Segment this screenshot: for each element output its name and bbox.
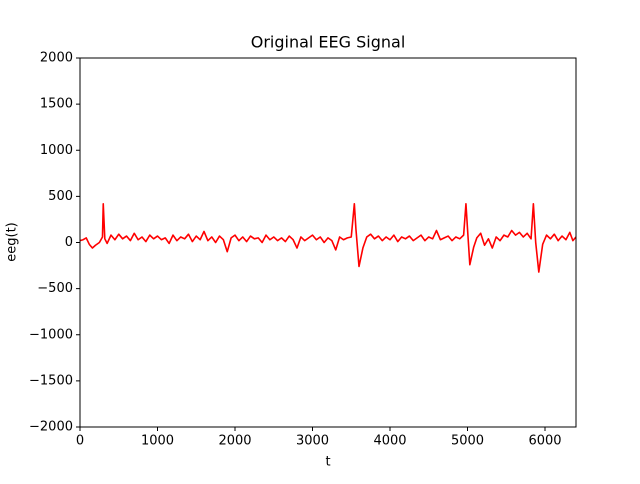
y-tick-label: −1500 [29,373,73,388]
x-tick-label: 3000 [296,434,329,449]
x-tick-label: 5000 [451,434,484,449]
x-tick-label: 4000 [373,434,406,449]
y-tick-label: 0 [65,235,73,250]
x-tick-label: 1000 [141,434,174,449]
x-axis-label: t [325,455,330,470]
plot-frame [79,57,577,428]
x-tick-label: 2000 [218,434,251,449]
y-tick-label: −2000 [29,420,73,435]
y-tick-label: −1000 [29,327,73,342]
y-tick-label: 1500 [40,97,73,112]
y-tick-label: 1000 [40,143,73,158]
x-tick-label: 6000 [528,434,561,449]
signal-line [79,202,577,273]
chart-title: Original EEG Signal [251,33,406,52]
y-tick-label: 500 [48,189,73,204]
y-tick-label: 2000 [40,51,73,66]
x-tick-label: 0 [76,434,84,449]
y-tick-label: −500 [37,281,73,296]
y-axis-label: eeg(t) [5,222,20,262]
